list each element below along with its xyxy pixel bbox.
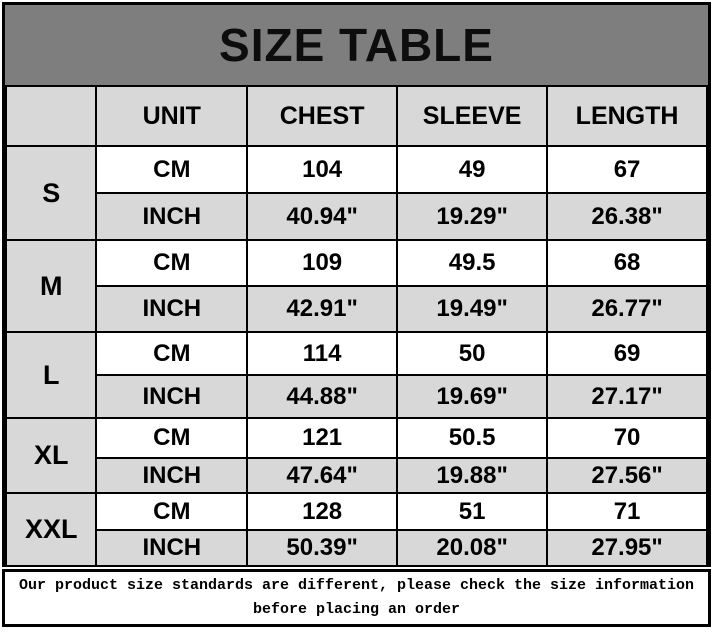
table-row: INCH 42.91" 19.49" 26.77"	[6, 285, 708, 333]
s-cm-chest: 104	[246, 145, 399, 194]
footnote-box: Our product size standards are different…	[2, 569, 711, 627]
table-row: L CM 114 50 69	[4, 331, 708, 419]
table-row: M CM 109 49.5 68	[4, 239, 708, 333]
l-cm-length: 69	[546, 331, 708, 376]
size-label-l: L	[4, 331, 98, 419]
xxl-inch-sleeve: 20.08"	[396, 529, 549, 567]
header-sleeve: SLEEVE	[396, 85, 549, 147]
xl-cm-sleeve: 50.5	[396, 417, 549, 459]
m-cm-unit: CM	[95, 239, 249, 287]
m-cm-chest: 109	[246, 239, 399, 287]
l-inch-unit: INCH	[95, 374, 249, 419]
xxl-inch-length: 27.95"	[546, 529, 708, 567]
m-cm-length: 68	[546, 239, 708, 287]
xxl-cm-unit: CM	[95, 492, 249, 531]
l-cm-unit: CM	[95, 331, 249, 376]
xxl-cm-chest: 128	[246, 492, 399, 531]
m-inch-length: 26.77"	[546, 285, 708, 333]
m-inch-unit: INCH	[95, 285, 249, 333]
s-inch-length: 26.38"	[546, 192, 708, 241]
l-cm-sleeve: 50	[396, 331, 549, 376]
table-row: INCH 50.39" 20.08" 27.95"	[6, 529, 708, 567]
xxl-inch-chest: 50.39"	[246, 529, 399, 567]
s-cm-sleeve: 49	[396, 145, 549, 194]
xl-inch-sleeve: 19.88"	[396, 457, 549, 494]
table-frame: SIZE TABLE UNIT CHEST SLEEVE LENGTH S CM…	[2, 2, 711, 567]
xl-inch-length: 27.56"	[546, 457, 708, 494]
header-chest: CHEST	[246, 85, 399, 147]
size-label-m: M	[4, 239, 98, 333]
s-inch-sleeve: 19.29"	[396, 192, 549, 241]
s-inch-chest: 40.94"	[246, 192, 399, 241]
page-title: SIZE TABLE	[5, 5, 708, 85]
m-cm-sleeve: 49.5	[396, 239, 549, 287]
xxl-cm-length: 71	[546, 492, 708, 531]
xxl-cm-sleeve: 51	[396, 492, 549, 531]
l-inch-length: 27.17"	[546, 374, 708, 419]
xl-cm-unit: CM	[95, 417, 249, 459]
size-label-xxl: XXL	[4, 492, 98, 567]
footnote-line-2: before placing an order	[252, 601, 461, 618]
header-length: LENGTH	[546, 85, 708, 147]
m-inch-chest: 42.91"	[246, 285, 399, 333]
table-row: INCH 44.88" 19.69" 27.17"	[6, 374, 708, 419]
s-inch-unit: INCH	[95, 192, 249, 241]
header-unit: UNIT	[95, 85, 249, 147]
s-cm-length: 67	[546, 145, 708, 194]
m-inch-sleeve: 19.49"	[396, 285, 549, 333]
xxl-inch-unit: INCH	[95, 529, 249, 567]
l-cm-chest: 114	[246, 331, 399, 376]
header-row: UNIT CHEST SLEEVE LENGTH	[4, 85, 708, 147]
table-row: XXL CM 128 51 71	[4, 492, 708, 567]
xl-cm-length: 70	[546, 417, 708, 459]
xl-cm-chest: 121	[246, 417, 399, 459]
s-cm-unit: CM	[95, 145, 249, 194]
table-row: XL CM 121 50.5 70	[4, 417, 708, 494]
xl-inch-unit: INCH	[95, 457, 249, 494]
table-row: INCH 40.94" 19.29" 26.38"	[6, 192, 708, 241]
l-inch-sleeve: 19.69"	[396, 374, 549, 419]
footnote-line-1: Our product size standards are different…	[18, 577, 695, 594]
l-inch-chest: 44.88"	[246, 374, 399, 419]
table-row: INCH 47.64" 19.88" 27.56"	[6, 457, 708, 494]
table-row: S CM 104 49 67	[4, 145, 708, 241]
diagonal-corner-cell	[4, 85, 98, 147]
size-table: UNIT CHEST SLEEVE LENGTH S CM 104 49 67 …	[4, 85, 708, 567]
xl-inch-chest: 47.64"	[246, 457, 399, 494]
size-label-xl: XL	[4, 417, 98, 494]
size-label-s: S	[4, 145, 98, 241]
